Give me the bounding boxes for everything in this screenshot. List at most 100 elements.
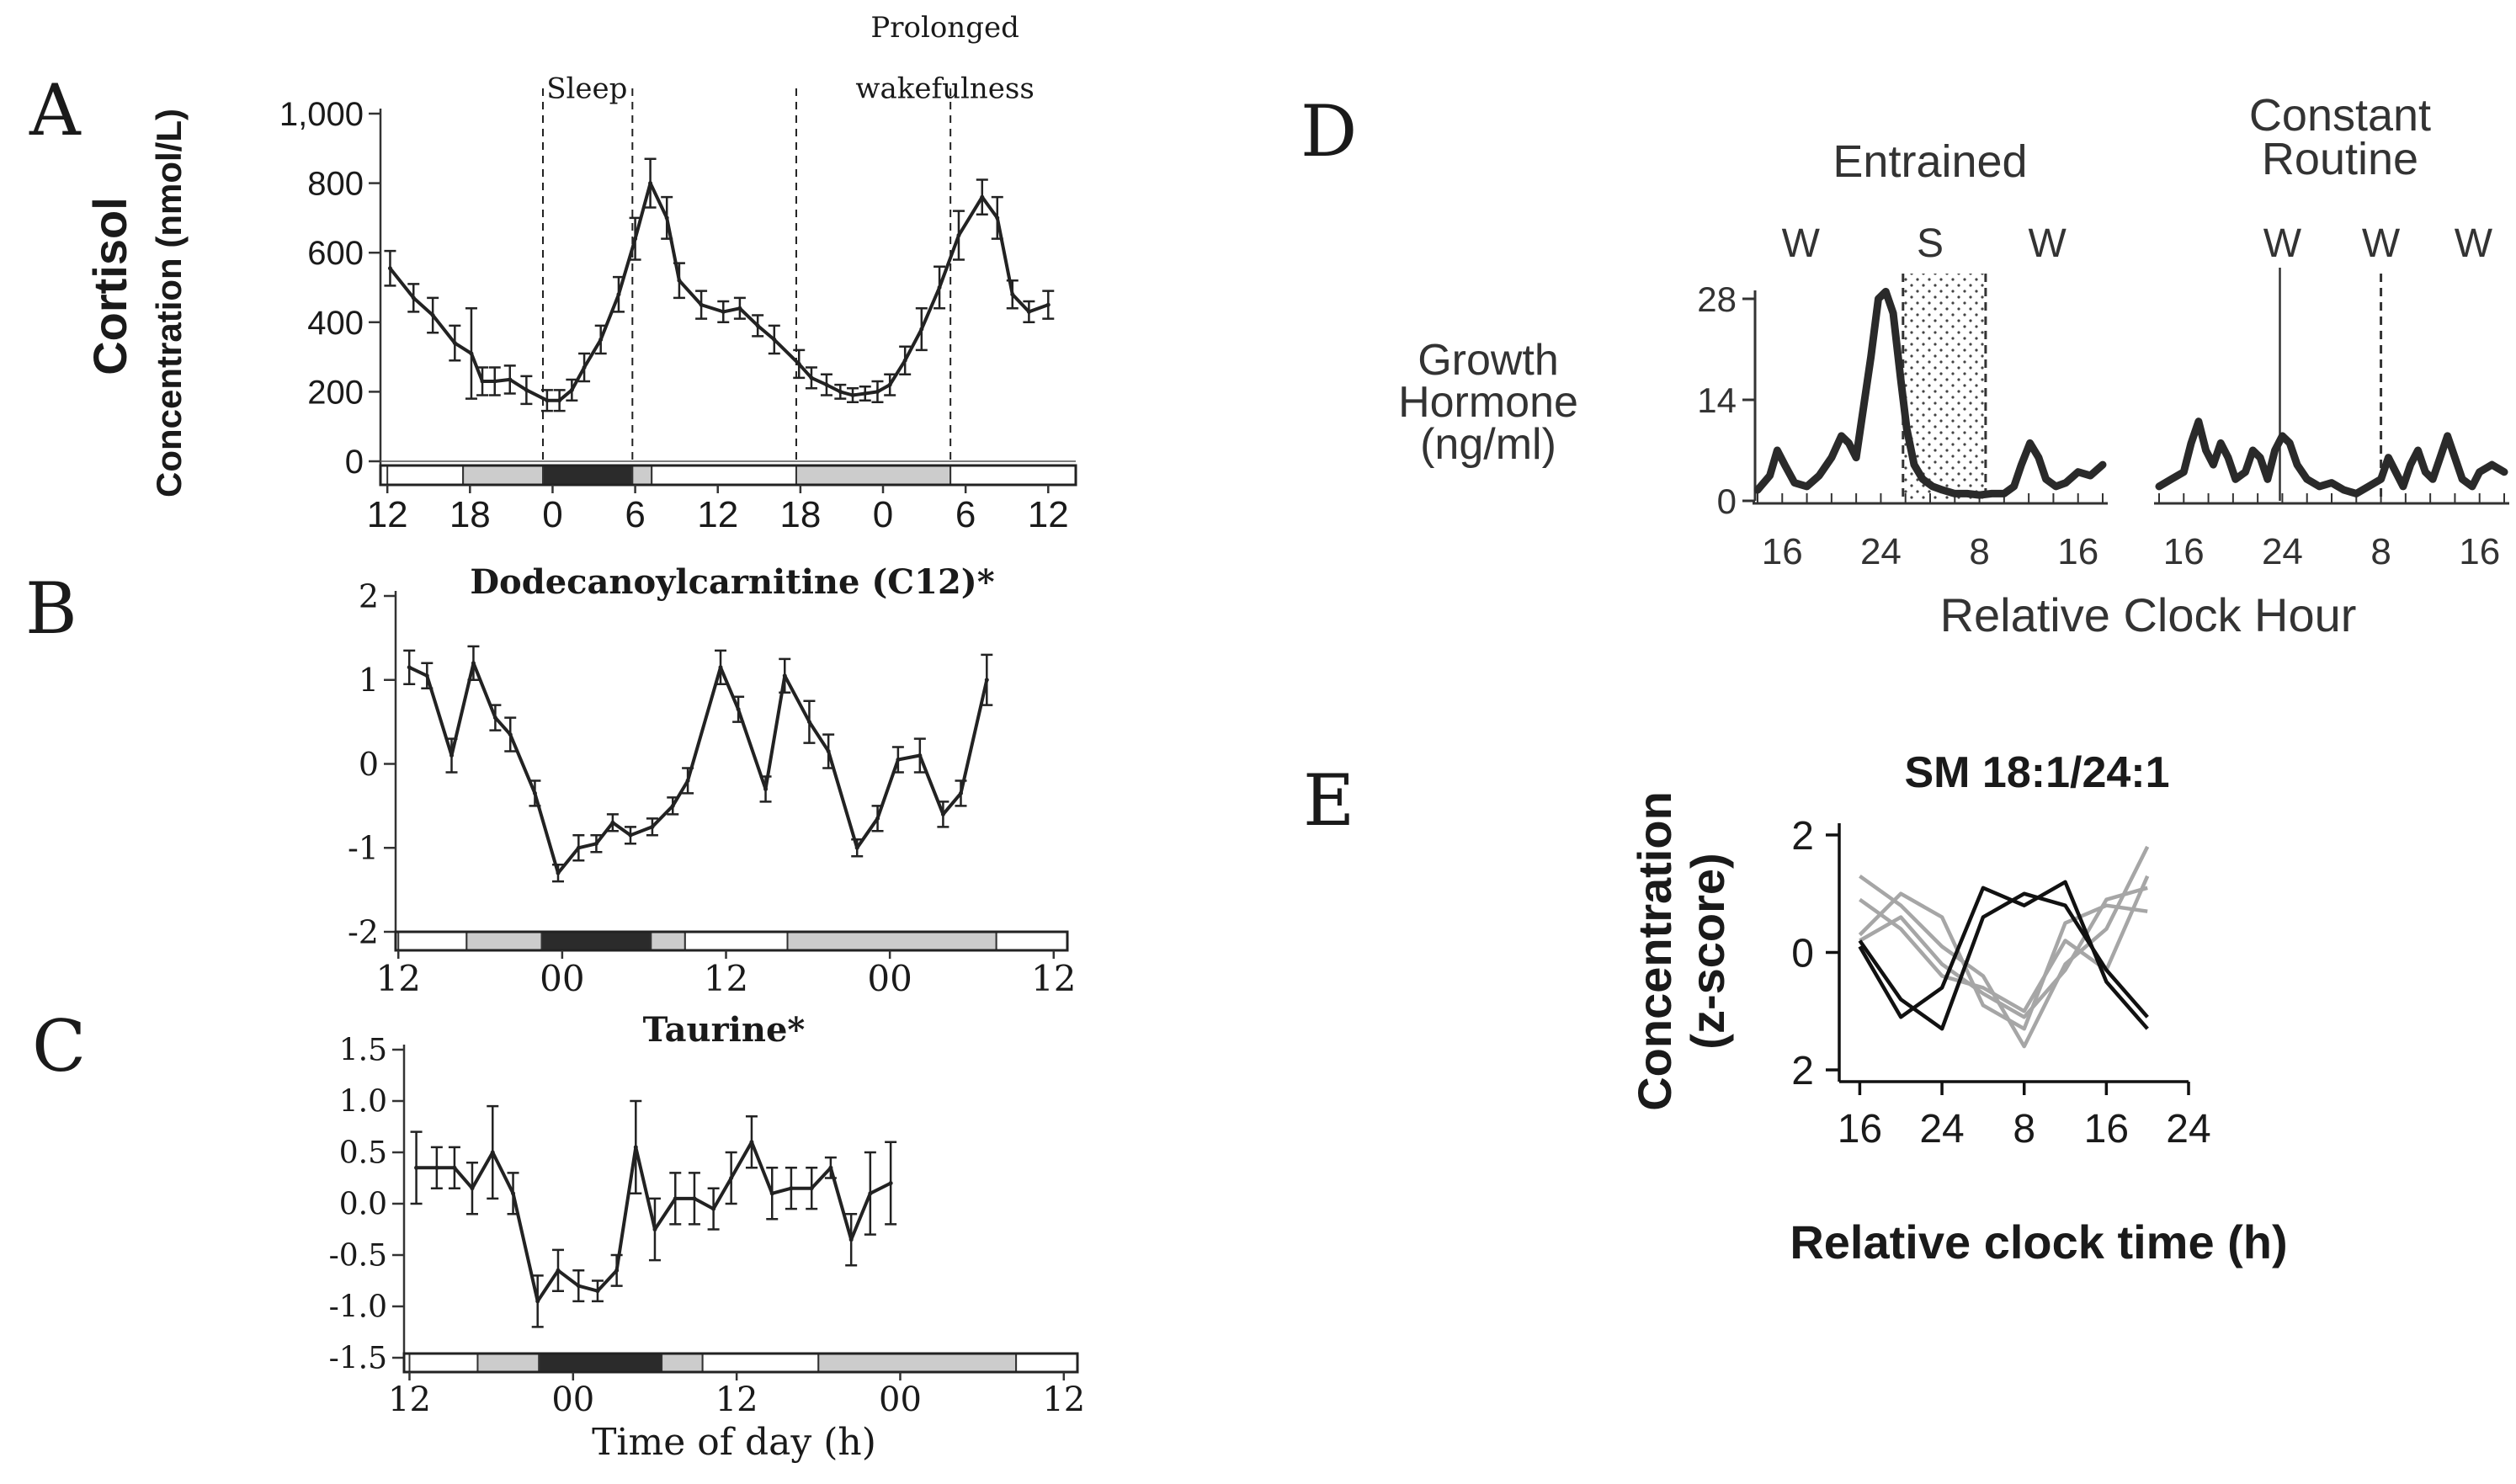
x-tick-label: 8: [2013, 1107, 2035, 1152]
panel-letter-A: A: [29, 69, 82, 152]
data-point-C: [490, 1150, 495, 1155]
condition-bar-segment-wake: [1015, 1353, 1078, 1373]
gh-series-line: [1753, 287, 2107, 499]
data-point-B: [610, 820, 615, 825]
data-point-C: [614, 1268, 620, 1273]
series-line: [1859, 845, 2150, 1049]
gh-state-label: W: [2263, 221, 2302, 266]
y-tick-label-B: 2: [359, 577, 379, 614]
gh-x-tick-label: 24: [2262, 531, 2303, 572]
data-point-A: [919, 327, 924, 332]
panel-letter-C: C: [32, 1005, 86, 1088]
data-point-A: [677, 278, 682, 283]
condition-bar-segment-dim: [817, 1353, 1018, 1373]
data-point-A: [524, 387, 529, 392]
condition-bar-frame: [394, 930, 1069, 952]
y-tick-label: 0: [1791, 932, 1814, 976]
data-point-A: [480, 379, 485, 384]
data-point-C: [692, 1196, 697, 1201]
data-point-B: [628, 832, 633, 838]
y-tick-label-A: 1,000: [279, 96, 364, 133]
data-point-C: [673, 1196, 678, 1201]
y-tick-label-C: -0.5: [329, 1239, 387, 1274]
y-tick-label-B: 1: [359, 662, 379, 699]
data-point-C: [633, 1145, 638, 1150]
data-point-C: [535, 1299, 540, 1304]
y-tick-label-C: 1.0: [339, 1085, 387, 1120]
y-tick-label: 2: [1791, 1049, 1814, 1093]
condition-bar-segment-dim: [786, 931, 997, 951]
data-point-A: [863, 391, 868, 396]
x-axis-label: Relative clock time (h): [1790, 1215, 2287, 1269]
y-tick-label-A: 800: [307, 166, 364, 203]
data-point-B: [556, 870, 561, 875]
data-point-A: [582, 364, 587, 370]
data-point-B: [782, 673, 787, 678]
data-point-A: [557, 398, 562, 403]
gh-subpanel-title: Constant: [2249, 90, 2431, 141]
gh-x-tick-label: 24: [1860, 531, 1902, 572]
data-point-A: [598, 337, 604, 342]
x-tick-label-B: 12: [376, 958, 421, 999]
gh-x-tick-label: 8: [1969, 531, 1989, 572]
data-point-A: [755, 323, 760, 328]
panel-letter-B: B: [25, 567, 77, 650]
data-point-A: [492, 379, 497, 384]
data-point-B: [958, 790, 963, 795]
chart-title: SM 18:1/24:1: [1904, 748, 2169, 797]
data-point-A: [411, 295, 416, 301]
data-point-B: [449, 753, 454, 758]
data-point-B: [918, 753, 923, 758]
data-point-C: [868, 1191, 873, 1196]
x-tick-label-B: 00: [540, 958, 584, 999]
gh-y-tick-label: 0: [1717, 481, 1737, 521]
data-point-A: [937, 285, 942, 290]
data-point-A: [875, 389, 880, 394]
data-point-C: [809, 1186, 814, 1191]
gh-y-tick-label: 14: [1697, 380, 1737, 420]
data-point-B: [407, 665, 412, 670]
series-line: [1858, 891, 2149, 1031]
data-point-B: [424, 673, 429, 678]
data-point-A: [887, 382, 892, 387]
y-tick-label-C: 0.0: [339, 1188, 387, 1222]
data-point-B: [806, 720, 811, 725]
gh-state-label: W: [1782, 221, 1821, 266]
data-point-B: [896, 758, 901, 763]
x-tick-label-C: 12: [1042, 1380, 1085, 1419]
data-point-B: [532, 790, 537, 795]
data-point-A: [850, 393, 855, 398]
x-tick-label: 24: [1919, 1107, 1964, 1152]
data-point-A: [430, 313, 435, 318]
y-tick-label-C: -1.5: [329, 1342, 387, 1376]
condition-bar-segment-wake: [684, 931, 789, 951]
data-point-C: [556, 1268, 561, 1273]
data-point-A: [956, 233, 961, 238]
x-tick-label: 16: [1838, 1107, 1882, 1152]
condition-bar-segment-dim: [650, 931, 686, 951]
condition-bar-frame: [379, 464, 1077, 487]
x-tick-label-A: 12: [1028, 494, 1069, 535]
gh-x-tick-label: 16: [1762, 531, 1803, 572]
data-point-A: [545, 398, 550, 403]
data-point-C: [470, 1186, 475, 1191]
condition-bar-segment-wake: [949, 465, 1077, 486]
data-point-B: [576, 845, 581, 850]
x-tick-label-B: 12: [1031, 958, 1076, 999]
condition-bar-segment-sleep: [542, 465, 634, 486]
condition-bar-segment-wake: [651, 465, 797, 486]
data-point-B: [984, 678, 989, 683]
data-point-A: [633, 237, 638, 242]
data-point-C: [511, 1191, 516, 1196]
annotation-2: wakefulness: [855, 72, 1034, 105]
x-tick-label-A: 0: [873, 494, 893, 535]
condition-bar-segment-dim: [476, 1353, 540, 1373]
data-point-A: [616, 292, 621, 297]
series-line: [1859, 886, 2148, 1019]
condition-bar-frame: [402, 1352, 1079, 1374]
gh-x-axis-label: Relative Clock Hour: [1940, 588, 2357, 641]
data-point-B: [471, 661, 476, 666]
data-point-B: [685, 778, 690, 783]
y-tick-label: 2: [1791, 814, 1814, 859]
